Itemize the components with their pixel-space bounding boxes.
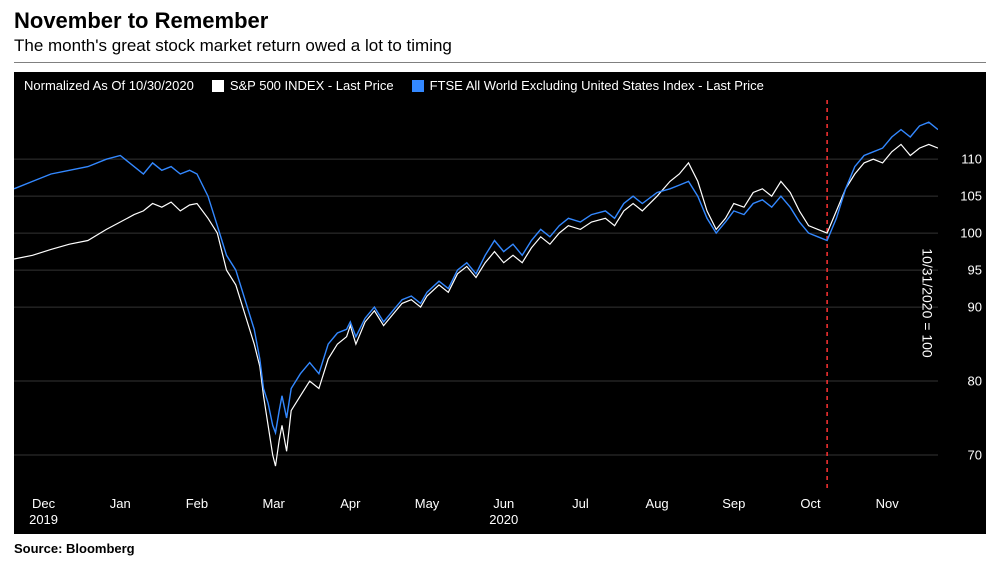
x-tick-label: Dec: [32, 496, 55, 511]
legend: Normalized As Of 10/30/2020 S&P 500 INDE…: [24, 78, 976, 93]
x-tick-label: Nov: [876, 496, 899, 511]
x-tick-label: Feb: [186, 496, 208, 511]
legend-ftse-label: FTSE All World Excluding United States I…: [430, 78, 764, 93]
legend-normalized-label: Normalized As Of 10/30/2020: [24, 78, 194, 93]
y-tick-label: 100: [960, 226, 982, 241]
plot-area: [14, 100, 938, 492]
legend-series-sp500: S&P 500 INDEX - Last Price: [212, 78, 394, 93]
y-tick-label: 95: [968, 263, 982, 278]
legend-box-ftse: [412, 80, 424, 92]
y-tick-label: 90: [968, 300, 982, 315]
chart-title: November to Remember: [14, 8, 986, 34]
x-tick-label: Oct: [800, 496, 820, 511]
x-tick-label: Jul: [572, 496, 589, 511]
header-divider: [14, 62, 986, 63]
x-year-center: 2020: [489, 512, 518, 527]
legend-normalized: Normalized As Of 10/30/2020: [24, 78, 194, 93]
y-tick-label: 80: [968, 374, 982, 389]
x-tick-label: Apr: [340, 496, 360, 511]
x-tick-label: Mar: [262, 496, 284, 511]
legend-sp500-label: S&P 500 INDEX - Last Price: [230, 78, 394, 93]
chart-header: November to Remember The month's great s…: [0, 0, 1000, 63]
chart-source: Source: Bloomberg: [14, 541, 135, 556]
x-tick-label: Aug: [646, 496, 669, 511]
y-tick-label: 70: [968, 448, 982, 463]
bloomberg-chart-card: November to Remember The month's great s…: [0, 0, 1000, 562]
plot-panel: Normalized As Of 10/30/2020 S&P 500 INDE…: [14, 72, 986, 534]
right-axis-label: 10/31/2020 = 100: [919, 248, 935, 357]
y-tick-label: 110: [961, 152, 982, 167]
y-tick-label: 105: [960, 189, 982, 204]
x-axis-labels: Dec Jan Feb Mar Apr May Jun Jul Aug Sep Oct Nov 2019…: [14, 494, 938, 534]
legend-series-ftse: FTSE All World Excluding United States I…: [412, 78, 764, 93]
chart-subtitle: The month's great stock market return ow…: [14, 36, 986, 56]
x-tick-label: May: [415, 496, 440, 511]
x-tick-label: Jan: [110, 496, 131, 511]
legend-box-sp500: [212, 80, 224, 92]
chart-svg: [14, 100, 938, 492]
x-tick-label: Jun: [493, 496, 514, 511]
x-tick-label: Sep: [722, 496, 745, 511]
x-year-left: 2019: [29, 512, 58, 527]
